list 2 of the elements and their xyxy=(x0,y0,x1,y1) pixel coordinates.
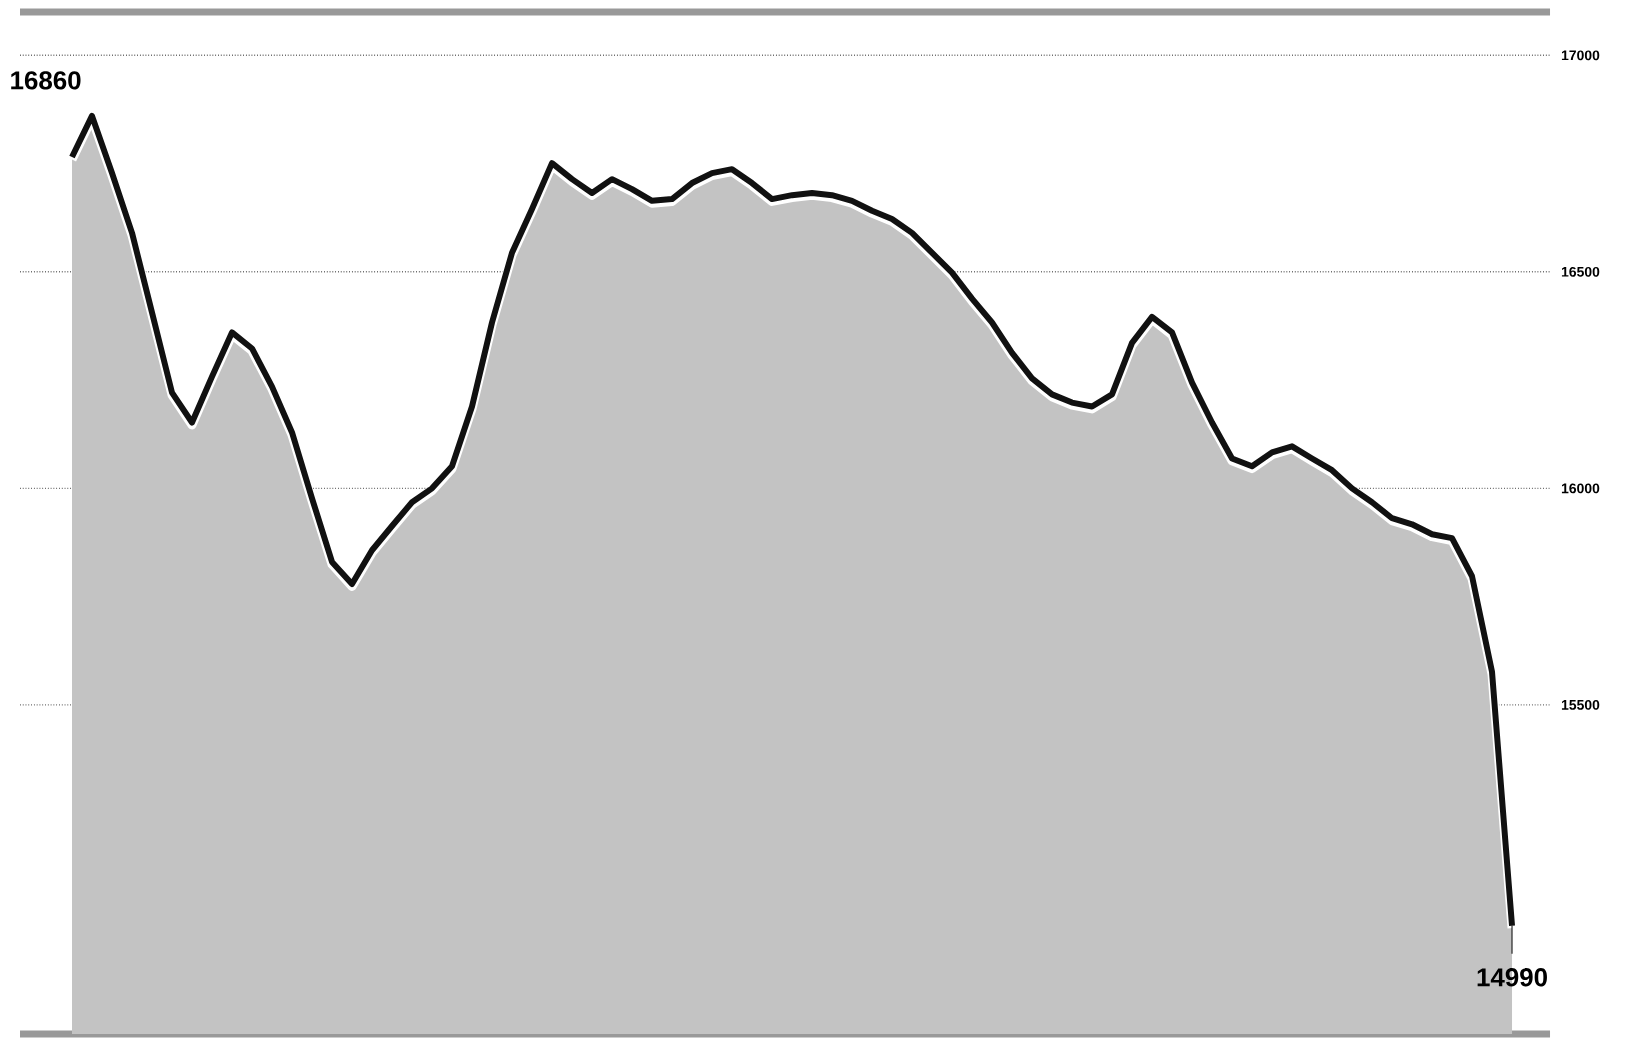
annotation: 16860 xyxy=(11,71,81,90)
annotation: 14990 xyxy=(1477,968,1547,987)
